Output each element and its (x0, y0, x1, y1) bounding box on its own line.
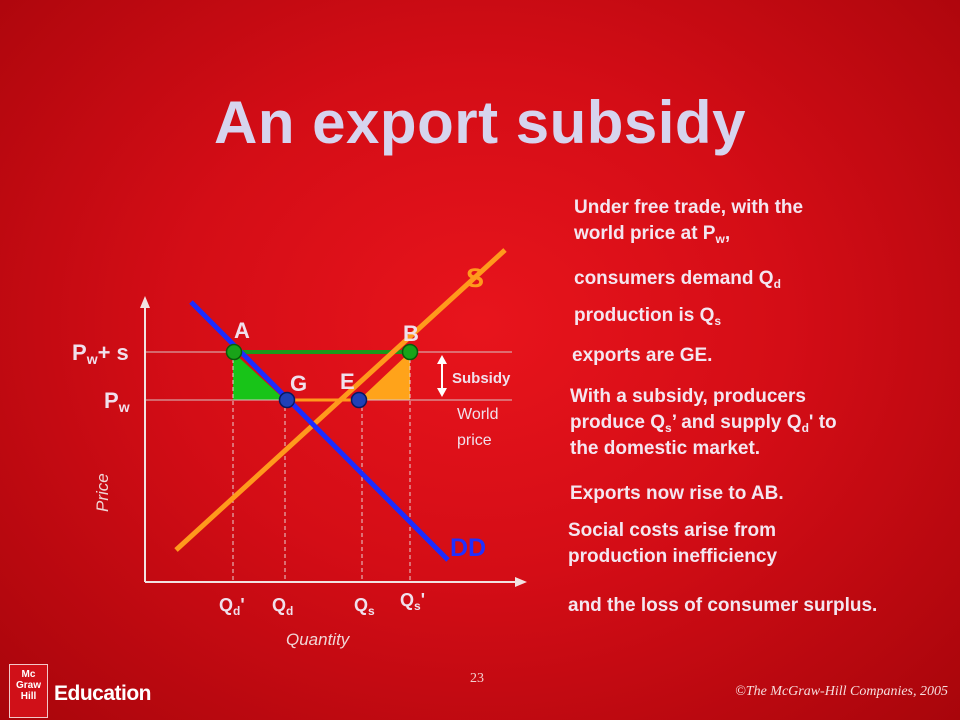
pw-label: Pw (104, 388, 130, 415)
note-production: production is Qs (574, 305, 722, 328)
x-axis-label: Quantity (286, 630, 351, 649)
quantity-guides (232, 352, 411, 582)
point-b-label: B (403, 321, 419, 346)
mcgraw-hill-logo: Mc Graw Hill (9, 664, 48, 718)
supply-curve (174, 248, 507, 552)
qd-prime-label: Qd' (219, 595, 245, 618)
world-price-label-1: World (457, 406, 499, 423)
note-consumers-demand: consumers demand Qd (574, 268, 781, 291)
demand-label: DD (450, 534, 486, 562)
qs-label: Qs (354, 595, 375, 618)
note-free-trade: Under free trade, with the world price a… (574, 197, 804, 246)
note-consumer-surplus: and the loss of consumer surplus. (568, 595, 878, 616)
pw-plus-s-label: Pw+ s (72, 340, 129, 367)
axes (140, 296, 527, 587)
supply-label: S (466, 263, 484, 293)
note-with-subsidy: With a subsidy, producers produce Qs’ an… (570, 386, 837, 459)
world-price-label-2: price (457, 432, 492, 449)
page-number: 23 (470, 671, 484, 686)
note-exports-rise: Exports now rise to AB. (570, 483, 784, 504)
subsidy-arrow (437, 355, 447, 397)
consumer-loss-triangle (233, 352, 285, 400)
point-b-dot (401, 343, 419, 361)
point-g-label: G (290, 371, 307, 396)
copyright-notice: ©The McGraw-Hill Companies, 2005 (735, 684, 948, 699)
point-g-dot (278, 391, 296, 409)
note-social-costs: Social costs arise from production ineff… (568, 520, 778, 567)
point-a-dot (225, 343, 243, 361)
education-logo-text: Education (54, 682, 152, 705)
slide-title: An export subsidy (214, 89, 746, 156)
point-e-dot (350, 391, 368, 409)
production-loss-triangle (359, 352, 410, 400)
subsidy-label: Subsidy (452, 370, 511, 387)
y-axis-label: Price (93, 473, 112, 512)
qd-label: Qd (272, 595, 293, 618)
qs-prime-label: Qs' (400, 590, 425, 613)
point-e-label: E (340, 369, 355, 394)
note-exports-ge: exports are GE. (572, 345, 713, 366)
point-a-label: A (234, 318, 250, 343)
